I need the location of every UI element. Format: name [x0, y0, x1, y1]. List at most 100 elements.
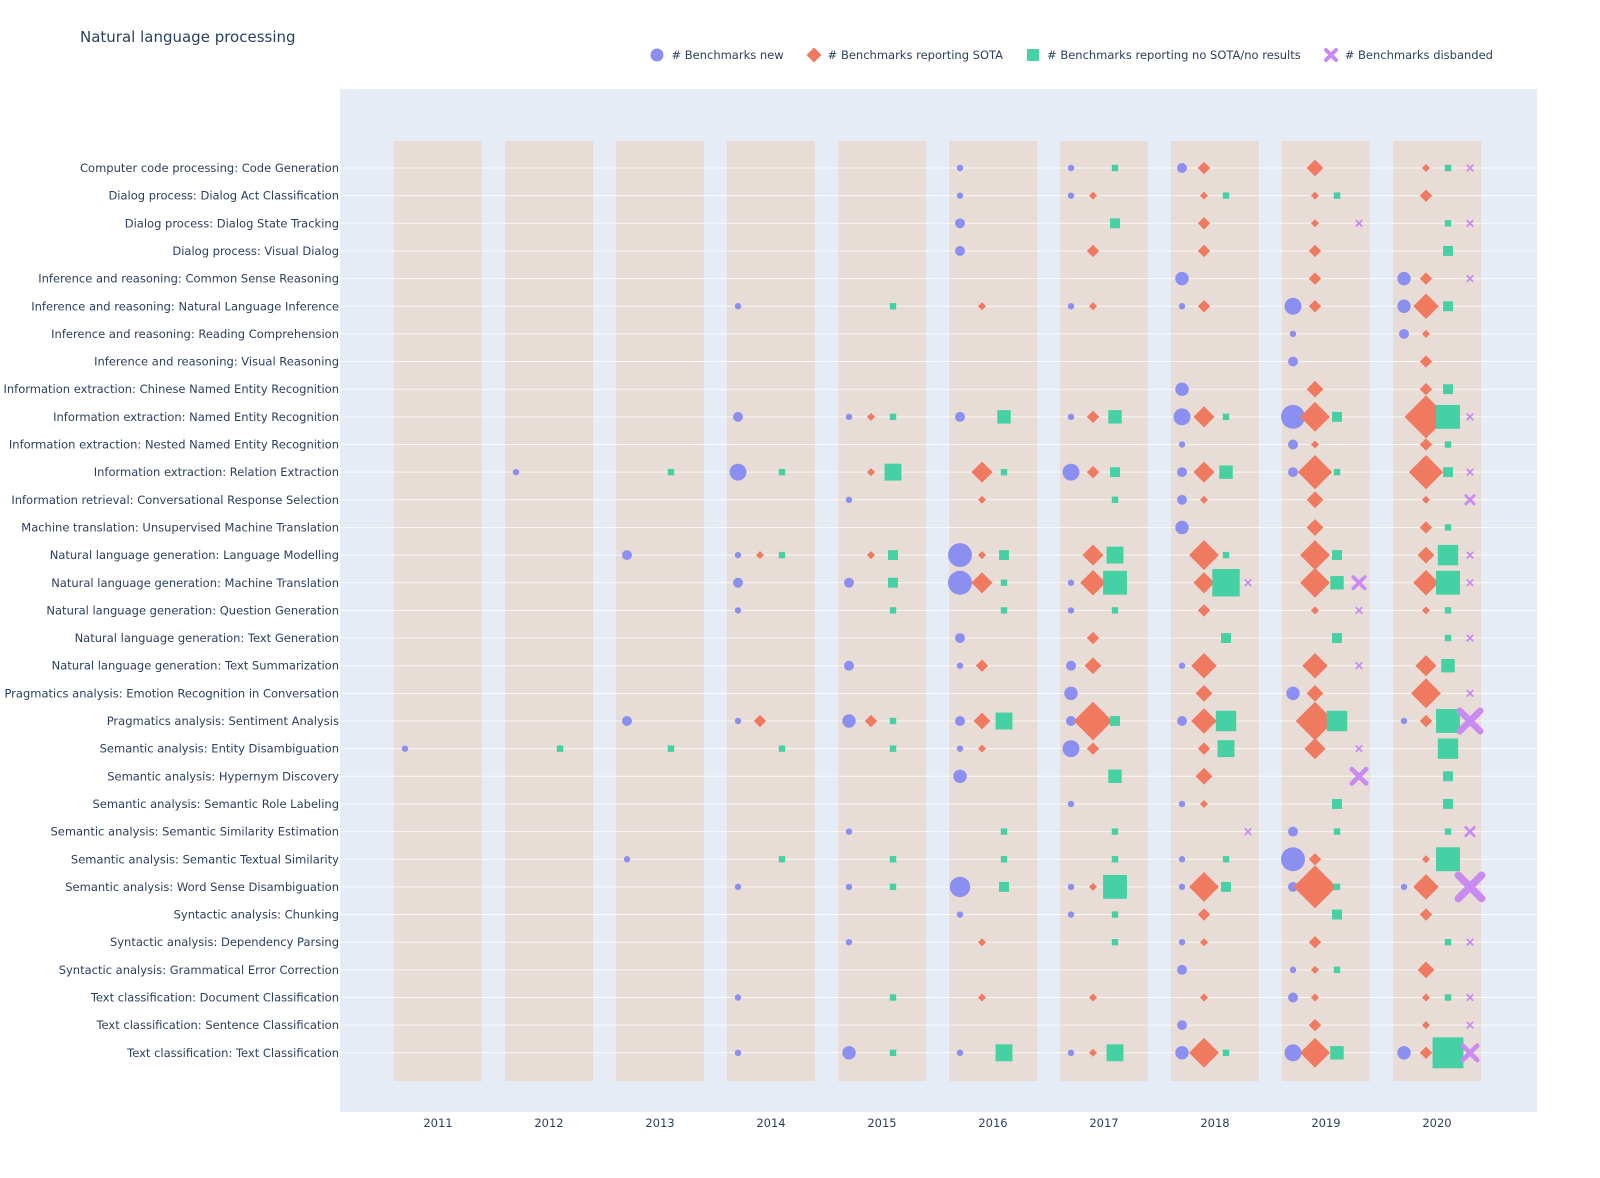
y-tick-label: Pragmatics analysis: Emotion Recognition…	[4, 686, 339, 700]
marker-nosota	[556, 745, 564, 752]
x-tick-label: 2019	[1311, 1116, 1340, 1130]
marker-nosota	[667, 745, 675, 752]
legend-item-sota[interactable]: # Benchmarks reporting SOTA	[806, 47, 1003, 63]
marker-sota	[1200, 938, 1208, 947]
marker-sota	[1304, 738, 1326, 760]
legend-item-nosota[interactable]: # Benchmarks reporting no SOTA/no result…	[1025, 47, 1301, 63]
marker-new	[1399, 328, 1409, 339]
marker-new	[1286, 686, 1300, 701]
marker-nosota	[1333, 883, 1341, 891]
y-tick-label: Semantic analysis: Semantic Similarity E…	[50, 825, 339, 839]
marker-new	[1284, 297, 1302, 315]
marker-new	[733, 577, 743, 588]
marker-new	[956, 662, 964, 669]
marker-new	[1288, 992, 1298, 1003]
y-tick-label: Natural language generation: Question Ge…	[46, 603, 339, 617]
marker-new	[1178, 856, 1186, 863]
y-tick-label: Semantic analysis: Semantic Role Labelin…	[92, 797, 339, 811]
marker-sota	[1308, 936, 1322, 949]
y-tick-label: Semantic analysis: Hypernym Discovery	[107, 769, 339, 783]
marker-new	[729, 463, 747, 481]
y-tick-label: Natural language generation: Machine Tra…	[51, 576, 339, 590]
marker-disb	[1349, 766, 1369, 786]
marker-new	[1281, 404, 1305, 429]
marker-new	[956, 164, 964, 172]
marker-nosota	[1333, 966, 1341, 974]
marker-new	[1177, 467, 1187, 478]
legend: # Benchmarks new # Benchmarks reporting …	[649, 47, 1493, 63]
marker-disb	[1464, 826, 1476, 838]
y-tick-label: Information extraction: Chinese Named En…	[4, 382, 340, 396]
marker-nosota	[1110, 218, 1120, 229]
y-tick-label: Information extraction: Named Entity Rec…	[53, 410, 339, 424]
marker-new	[623, 856, 631, 863]
marker-new	[1288, 439, 1298, 450]
marker-nosota	[1332, 550, 1342, 561]
marker-sota	[1311, 440, 1319, 449]
marker-sota	[1300, 540, 1330, 571]
y-tick-label: Text classification: Document Classifica…	[90, 991, 339, 1005]
marker-nosota	[1441, 659, 1455, 673]
marker-new	[734, 717, 742, 725]
marker-new	[1178, 883, 1186, 891]
marker-sota	[1422, 329, 1430, 338]
marker-new	[1067, 800, 1075, 808]
marker-new	[844, 660, 854, 671]
marker-sota	[1293, 865, 1337, 909]
marker-new	[1177, 1020, 1187, 1031]
marker-sota	[978, 744, 986, 753]
legend-item-new[interactable]: # Benchmarks new	[649, 47, 784, 63]
marker-sota	[1422, 1021, 1430, 1030]
y-tick-label: Inference and reasoning: Visual Reasonin…	[94, 355, 339, 369]
marker-sota	[1200, 993, 1208, 1002]
marker-sota	[1200, 799, 1208, 808]
marker-new	[1178, 303, 1186, 310]
legend-square-icon	[1027, 49, 1040, 61]
marker-nosota	[889, 413, 897, 421]
marker-sota	[1413, 570, 1439, 596]
marker-new	[734, 303, 742, 310]
marker-new	[948, 543, 972, 568]
legend-label-new: # Benchmarks new	[671, 48, 784, 62]
marker-nosota	[1222, 192, 1230, 199]
marker-sota	[1089, 882, 1097, 891]
marker-sota	[1089, 1048, 1097, 1057]
marker-disb	[1466, 1021, 1474, 1029]
marker-nosota	[1444, 939, 1452, 946]
marker-sota	[1306, 684, 1324, 702]
marker-nosota	[889, 856, 897, 863]
marker-new	[734, 994, 742, 1001]
marker-nosota	[889, 607, 897, 614]
marker-new	[845, 496, 853, 503]
marker-new	[1178, 939, 1186, 946]
marker-nosota	[1443, 799, 1453, 809]
y-tick-label: Syntactic analysis: Chunking	[174, 908, 339, 922]
marker-nosota	[1443, 246, 1453, 256]
marker-sota	[1419, 189, 1433, 202]
marker-disb	[1355, 606, 1363, 614]
marker-new	[1400, 883, 1408, 891]
marker-disb	[1355, 662, 1363, 670]
marker-sota	[1073, 701, 1113, 741]
marker-sota	[1297, 455, 1333, 490]
marker-disb	[1244, 579, 1252, 587]
marker-new	[845, 883, 853, 891]
marker-new	[955, 633, 965, 643]
marker-sota	[1308, 300, 1322, 313]
marker-nosota	[889, 717, 897, 725]
legend-item-disbanded[interactable]: # Benchmarks disbanded	[1323, 47, 1493, 63]
y-tick-label: Text classification: Text Classification	[126, 1046, 339, 1060]
marker-nosota	[1111, 496, 1119, 503]
marker-disb	[1460, 1043, 1480, 1063]
marker-new	[1067, 413, 1075, 421]
marker-sota	[1422, 495, 1430, 504]
marker-new	[842, 1046, 856, 1060]
marker-new	[1289, 966, 1297, 974]
marker-new	[1067, 579, 1075, 586]
legend-diamond-icon	[806, 47, 822, 63]
marker-sota	[1200, 495, 1208, 504]
marker-nosota	[1444, 994, 1452, 1001]
marker-new	[1178, 662, 1186, 669]
marker-disb	[1351, 575, 1367, 591]
